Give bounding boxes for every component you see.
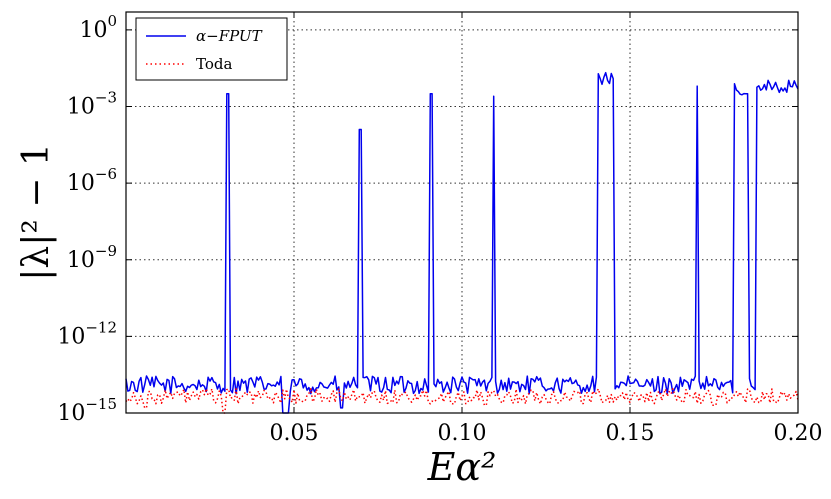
x-tick-label-0: 0.05 <box>270 421 319 446</box>
y-tick-label-0: 100 <box>79 12 117 43</box>
y-tick-label-3: 10−9 <box>67 242 117 273</box>
y-tick-label-4: 10−12 <box>57 318 117 349</box>
series-line-1 <box>125 388 799 414</box>
series-line-0 <box>125 71 799 414</box>
y-tick-label-1: 10−3 <box>67 89 117 120</box>
series-layer <box>125 71 799 414</box>
legend: α−FPUT Toda <box>135 17 288 81</box>
x-tick-label-2: 0.15 <box>606 421 655 446</box>
y-axis-label: |λ|² − 1 <box>16 143 57 280</box>
x-axis-label: Eα² <box>427 445 497 489</box>
legend-box <box>135 17 288 81</box>
y-tick-label-5: 10−15 <box>57 395 117 426</box>
legend-label-fput: α−FPUT <box>196 27 263 45</box>
x-tick-label-1: 0.10 <box>438 421 487 446</box>
legend-label-toda: Toda <box>196 55 232 73</box>
ticks-layer: 0.05 0.10 0.15 0.20 100 10−3 10−6 10−9 10−12 10−1… <box>57 12 822 446</box>
y-tick-label-2: 10−6 <box>67 165 117 196</box>
x-tick-label-3: 0.20 <box>774 421 823 446</box>
